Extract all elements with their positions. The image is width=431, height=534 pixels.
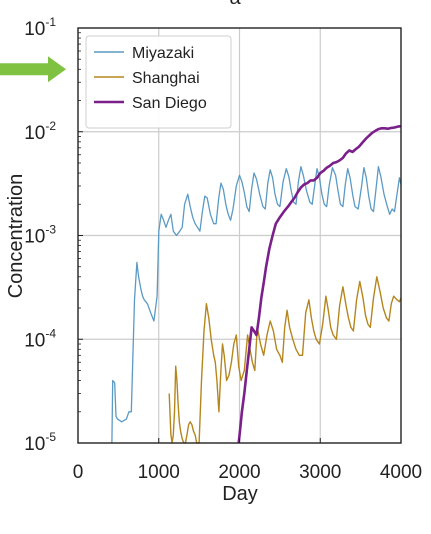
y-axis-label: Concentration xyxy=(5,174,27,299)
y-tick-label: 10-4 xyxy=(24,326,56,351)
series-lines xyxy=(111,124,402,444)
legend-box xyxy=(85,35,232,129)
legend: Miyazaki Shanghai San Diego xyxy=(85,35,232,129)
grid xyxy=(78,28,401,443)
y-tick-label: 10-5 xyxy=(24,430,56,455)
arrow-shape xyxy=(0,56,66,83)
legend-label: Miyazaki xyxy=(132,45,194,62)
y-tick-label: 10-2 xyxy=(24,119,56,144)
x-tick-label: 3000 xyxy=(299,462,341,483)
x-tick-label: 4000 xyxy=(380,462,422,483)
x-axis-label: Day xyxy=(222,483,258,505)
series-line-san-diego xyxy=(237,124,402,444)
legend-label: Shanghai xyxy=(132,70,200,87)
axis-ticks: 0 1000 2000 3000 4000 10-5 10-4 10-3 10-2 10-1 xyxy=(24,15,422,483)
y-tick-label: 10-3 xyxy=(24,223,56,248)
y-tick-label: 10-1 xyxy=(24,15,56,40)
series-line-miyazaki xyxy=(111,166,402,444)
x-tick-label: 0 xyxy=(73,462,84,483)
arrow-marker xyxy=(0,56,66,83)
x-tick-label: 1000 xyxy=(138,462,180,483)
series-line-shanghai xyxy=(168,276,402,444)
legend-label: San Diego xyxy=(132,95,207,112)
x-tick-label: 2000 xyxy=(218,462,260,483)
panel-label: a xyxy=(229,0,241,9)
